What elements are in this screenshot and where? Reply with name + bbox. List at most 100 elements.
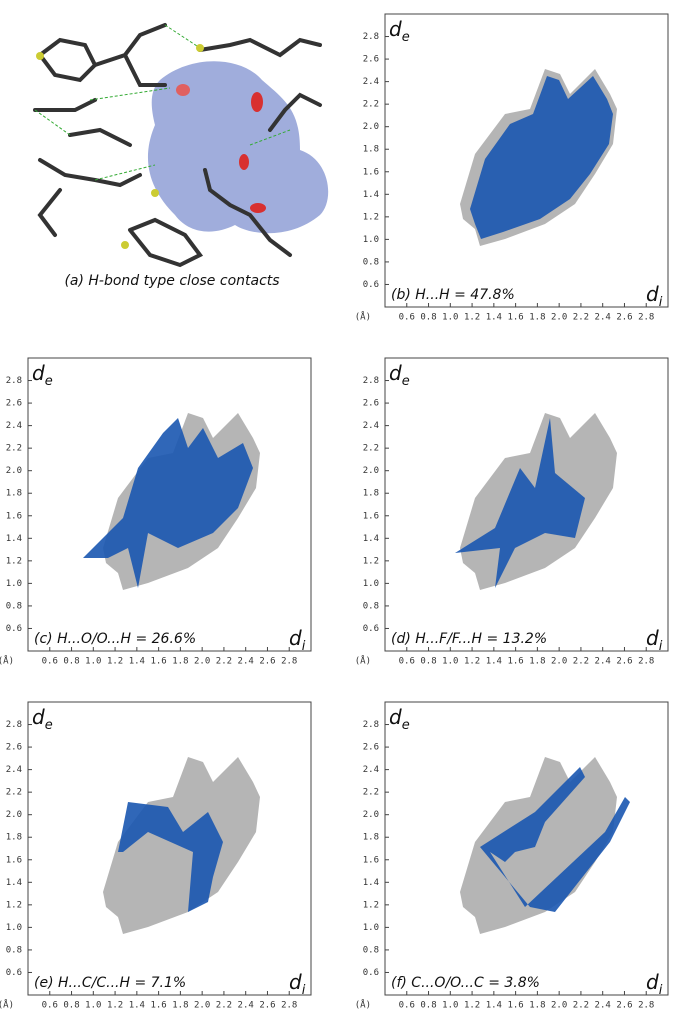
y-tick-label: 2.2 [6,788,22,798]
y-tick-label: 2.6 [6,743,22,753]
y-tick-label: 2.2 [363,100,379,110]
x-tick-label: 2.6 [259,1001,275,1011]
x-tick-label: 1.4 [129,1001,145,1011]
y-tick-label: 2.0 [363,466,379,476]
y-tick-label: 1.8 [363,489,379,499]
x-tick-label: 1.8 [529,313,545,323]
y-tick-label: 1.0 [363,235,379,245]
x-tick-label: 2.0 [194,657,210,667]
y-tick-label: 1.2 [6,556,22,566]
y-tick-label: 2.8 [363,720,379,730]
atom [151,189,159,197]
x-tick-label: 1.6 [150,657,166,667]
y-tick-label: 2.4 [6,765,22,775]
unit-label: (Å) [0,999,14,1011]
panel-caption: (c) H...O/O...H = 26.6% [34,631,196,647]
y-axis-subscript: e [402,374,410,389]
x-tick-label: 2.2 [573,657,589,667]
panel-caption: (f) C...O/O...C = 3.8% [391,975,540,991]
y-tick-label: 0.6 [363,624,379,634]
y-tick-label: 1.6 [6,855,22,865]
x-tick-label: 2.6 [616,313,632,323]
x-tick-label: 2.2 [216,1001,232,1011]
y-tick-label: 2.4 [363,77,379,87]
x-tick-label: 2.4 [595,313,611,323]
y-tick-label: 2.0 [6,466,22,476]
x-tick-label: 0.8 [420,313,436,323]
y-tick-label: 2.0 [363,810,379,820]
unit-label: (Å) [355,999,371,1011]
molecule-illustration [35,25,328,265]
x-tick-label: 0.8 [63,657,79,667]
y-tick-label: 1.6 [363,855,379,865]
red-spot [239,154,249,170]
y-tick-label: 1.8 [363,833,379,843]
red-spot [251,92,263,112]
y-tick-label: 1.4 [6,534,22,544]
y-tick-label: 0.8 [363,601,379,611]
x-tick-label: 1.0 [442,657,458,667]
atom [121,241,129,249]
y-tick-label: 1.8 [6,489,22,499]
y-tick-label: 2.8 [363,32,379,42]
y-axis-subscript: e [402,30,410,45]
y-tick-label: 1.6 [6,511,22,521]
x-axis-subscript: i [302,983,306,998]
x-tick-label: 2.8 [281,1001,297,1011]
x-tick-label: 0.6 [399,313,415,323]
y-tick-label: 1.8 [6,833,22,843]
x-tick-label: 1.2 [107,1001,123,1011]
atom [196,44,204,52]
y-tick-label: 1.4 [363,190,379,200]
x-tick-label: 2.4 [595,1001,611,1011]
x-tick-label: 2.4 [238,657,254,667]
x-tick-label: 1.0 [85,1001,101,1011]
y-axis-subscript: e [45,718,53,733]
y-tick-label: 0.8 [6,601,22,611]
y-tick-label: 2.8 [6,720,22,730]
y-axis-subscript: e [402,718,410,733]
panel-caption: (b) H...H = 47.8% [391,287,515,303]
x-tick-label: 1.8 [529,657,545,667]
unit-label: (Å) [355,311,371,323]
y-tick-label: 1.6 [363,167,379,177]
y-tick-label: 2.4 [363,765,379,775]
x-tick-label: 1.6 [507,313,523,323]
y-tick-label: 1.2 [363,556,379,566]
y-tick-label: 2.0 [6,810,22,820]
red-spot [250,203,266,213]
x-tick-label: 2.2 [216,657,232,667]
x-tick-label: 1.8 [172,657,188,667]
x-axis-subscript: i [659,295,663,310]
x-tick-label: 1.4 [129,657,145,667]
x-tick-label: 2.0 [551,657,567,667]
x-tick-label: 2.2 [573,313,589,323]
y-tick-label: 2.8 [363,376,379,386]
y-tick-label: 0.6 [6,624,22,634]
figure: (a) H-bond type close contacts 0.6 0.8 1.0… [0,0,677,1021]
y-tick-label: 1.2 [6,900,22,910]
y-tick-label: 1.0 [363,579,379,589]
y-tick-label: 2.8 [6,376,22,386]
x-tick-label: 0.6 [42,1001,58,1011]
x-tick-label: 2.8 [281,657,297,667]
x-tick-label: 2.8 [638,657,654,667]
x-tick-label: 1.4 [486,313,502,323]
y-tick-label: 1.0 [363,923,379,933]
panel-caption: (e) H...C/C...H = 7.1% [34,975,186,991]
x-tick-label: 2.0 [551,1001,567,1011]
panel-a-caption: (a) H-bond type close contacts [64,273,279,289]
y-tick-label: 0.6 [363,280,379,290]
x-tick-label: 2.6 [616,1001,632,1011]
x-tick-label: 1.6 [150,1001,166,1011]
y-tick-label: 0.8 [363,945,379,955]
y-tick-label: 0.8 [6,945,22,955]
x-tick-label: 2.8 [638,313,654,323]
x-tick-label: 1.6 [507,1001,523,1011]
y-tick-label: 2.0 [363,122,379,132]
x-tick-label: 0.6 [399,1001,415,1011]
